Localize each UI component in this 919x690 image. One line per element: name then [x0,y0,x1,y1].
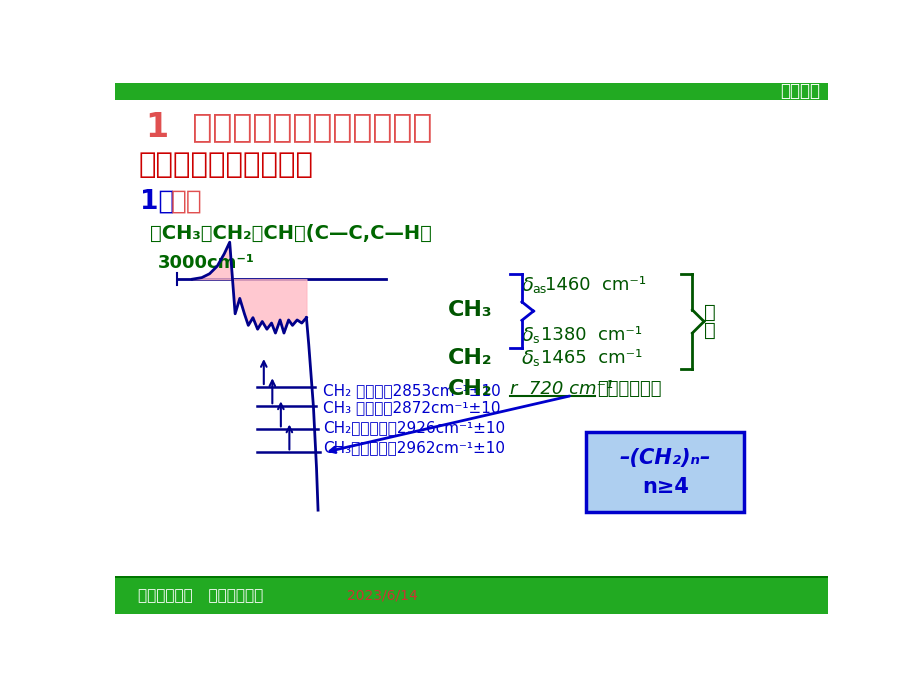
Text: as: as [532,283,547,295]
Text: CH₃: CH₃ [448,300,493,320]
FancyBboxPatch shape [115,83,827,100]
Text: 叠: 叠 [703,322,715,340]
FancyBboxPatch shape [585,432,743,512]
Text: CH₃ 对称伸缩2872cm⁻¹±10: CH₃ 对称伸缩2872cm⁻¹±10 [323,400,500,415]
Text: s: s [532,356,539,369]
Text: –(CH₂)ₙ–: –(CH₂)ₙ– [618,448,710,468]
Text: 3000cm⁻¹: 3000cm⁻¹ [157,254,255,272]
Text: 重: 重 [703,303,715,322]
Text: δ: δ [521,326,533,345]
Text: n≥4: n≥4 [641,477,688,497]
Text: 1465  cm⁻¹: 1465 cm⁻¹ [540,349,642,368]
Text: 一、饱和烃及其衍生物: 一、饱和烃及其衍生物 [138,150,312,179]
FancyBboxPatch shape [115,575,827,578]
Text: CH₂: CH₂ [448,380,493,400]
Text: 2023/6/14: 2023/6/14 [347,589,418,602]
Text: CH₂: CH₂ [448,348,493,368]
Text: 大连理工大学   国家精品课程: 大连理工大学 国家精品课程 [138,588,263,603]
Text: CH₂ 对称伸缩2853cm⁻¹±10: CH₂ 对称伸缩2853cm⁻¹±10 [323,384,500,398]
Text: δ: δ [521,276,533,295]
Text: （水平摇摆）: （水平摇摆） [596,380,661,398]
Text: r  720 cm⁻¹: r 720 cm⁻¹ [510,380,613,398]
Text: s: s [532,333,539,346]
Text: δ: δ [521,349,533,368]
Text: CH₃不对称伸缩2962cm⁻¹±10: CH₃不对称伸缩2962cm⁻¹±10 [323,440,505,455]
Text: CH₂不对称伸缩2926cm⁻¹±10: CH₂不对称伸缩2926cm⁻¹±10 [323,420,505,435]
Text: 仪器分析: 仪器分析 [779,82,820,100]
Text: 1460  cm⁻¹: 1460 cm⁻¹ [545,276,645,295]
Text: 1  典型有机化合物的红外光谱: 1 典型有机化合物的红外光谱 [146,110,432,143]
FancyBboxPatch shape [115,578,827,614]
Text: （CH₃，CH₂，CH）(C—C,C—H）: （CH₃，CH₂，CH）(C—C,C—H） [150,224,431,243]
Text: 烷烃: 烷烃 [171,189,202,215]
Text: 1380  cm⁻¹: 1380 cm⁻¹ [540,326,641,344]
Text: 1．: 1． [140,189,174,215]
